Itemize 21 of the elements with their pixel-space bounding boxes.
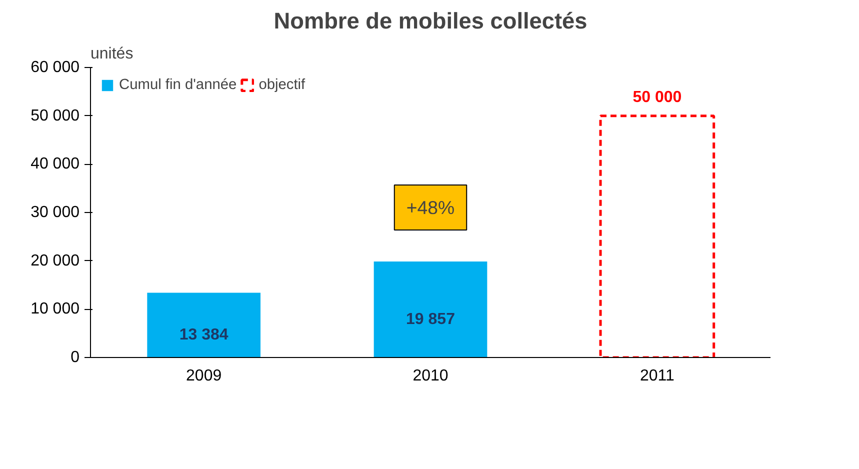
chart-title: Nombre de mobiles collectés (274, 8, 588, 34)
y-tick-label: 40 000 (30, 156, 80, 173)
legend-label: Cumul fin d'année (119, 77, 237, 93)
x-tick-label: 2011 (640, 368, 674, 384)
y-tick-label: 20 000 (30, 252, 80, 270)
y-tick-label: 10 000 (30, 300, 80, 318)
data-label: 50 000 (632, 88, 682, 106)
bar (374, 262, 488, 358)
y-tick-label: 50 000 (30, 107, 80, 124)
y-tick-label: 0 (70, 349, 80, 366)
annotation: +48% (406, 197, 455, 218)
y-axis-title: unités (90, 46, 134, 62)
data-label: 13 384 (179, 326, 228, 344)
y-tick-label: 30 000 (30, 204, 80, 221)
bar (599, 114, 716, 358)
bar (147, 292, 260, 358)
x-tick-label: 2009 (186, 368, 222, 384)
data-label: 19 857 (406, 311, 456, 328)
x-tick-label: 2010 (412, 368, 448, 384)
y-tick-label: 60 000 (30, 59, 80, 76)
legend-label: objectif (258, 77, 306, 93)
